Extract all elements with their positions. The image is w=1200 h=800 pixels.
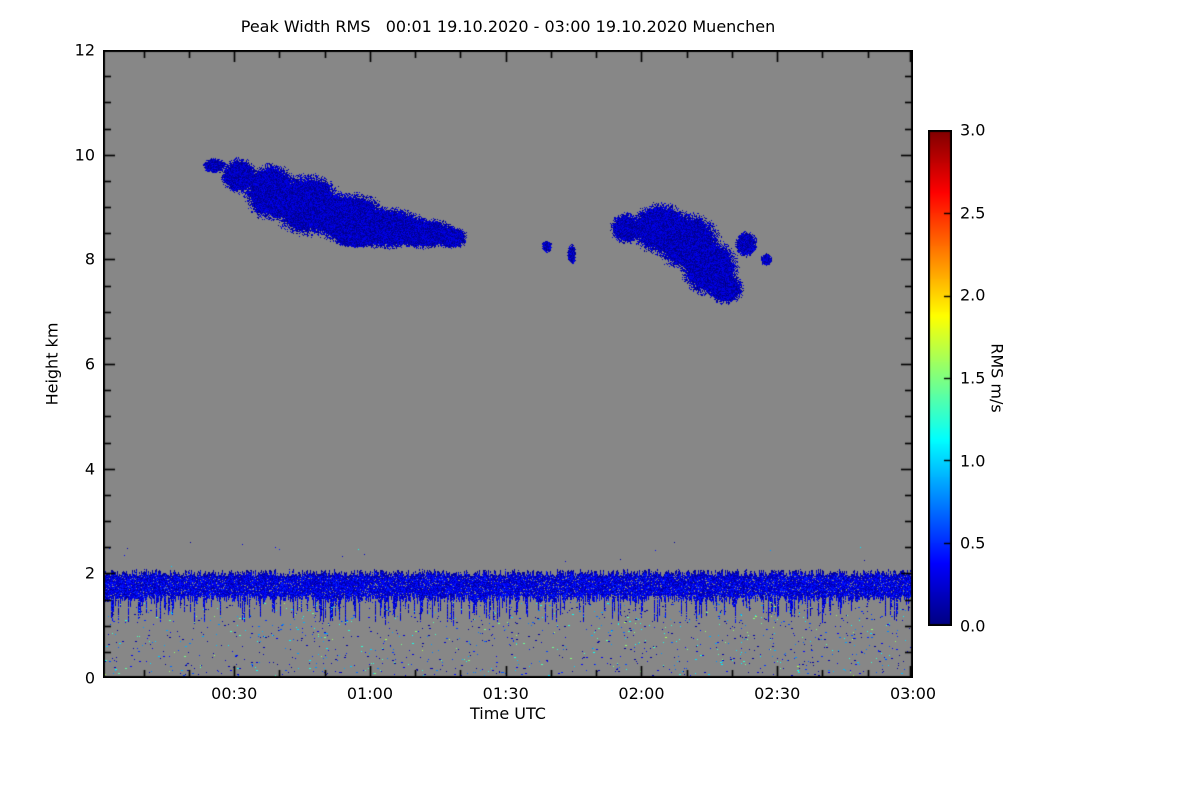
- x-tick-label: 02:00: [618, 684, 665, 703]
- x-tick-label: 01:00: [346, 684, 394, 703]
- y-tick-label: 4: [84, 459, 95, 479]
- colorbar-tick-label: 1.0: [960, 451, 986, 471]
- chart-title: Peak Width RMS 00:01 19.10.2020 - 03:00 …: [240, 17, 776, 36]
- colorbar: [928, 130, 952, 626]
- x-tick-label: 00:30: [211, 684, 258, 703]
- y-tick-label: 6: [84, 354, 95, 374]
- colorbar-tick-label: 2.0: [960, 285, 986, 305]
- y-tick-label: 0: [84, 668, 95, 688]
- x-tick-label: 03:00: [889, 684, 937, 703]
- x-tick-label: 02:30: [754, 684, 801, 703]
- y-tick-label: 2: [84, 563, 95, 583]
- colorbar-tick-label: 1.5: [960, 368, 986, 388]
- colorbar-label: RMS m/s: [987, 343, 1007, 413]
- y-tick-label: 12: [74, 40, 95, 60]
- y-tick-label: 8: [84, 249, 95, 269]
- y-tick-label: 10: [74, 145, 95, 165]
- x-tick-label: 01:30: [482, 684, 529, 703]
- x-axis-label: Time UTC: [470, 704, 546, 723]
- colorbar-tick-label: 0.0: [960, 616, 986, 636]
- plot-canvas: [103, 50, 913, 678]
- y-axis-label: Height km: [42, 322, 62, 406]
- colorbar-tick-label: 0.5: [960, 533, 986, 553]
- colorbar-tick-label: 2.5: [960, 203, 986, 223]
- colorbar-tick-label: 3.0: [960, 120, 986, 140]
